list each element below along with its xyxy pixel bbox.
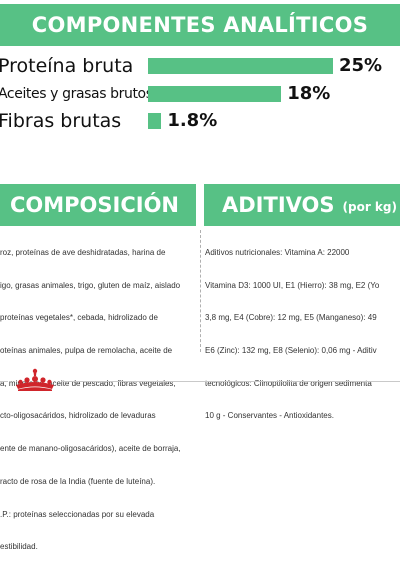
composition-line: racto de rosa de la India (fuente de lut… xyxy=(0,476,156,486)
nutrient-label: Proteína bruta xyxy=(0,55,134,77)
additives-line: 10 g - Conservantes - Antioxidantes. xyxy=(205,411,334,421)
composition-line: igo, grasas animales, trigo, gluten de m… xyxy=(0,280,181,290)
nutrient-value: 18% xyxy=(287,83,331,104)
composition-title: COMPOSICIÓN xyxy=(10,193,179,217)
nutrient-label: Fibras brutas xyxy=(0,110,122,132)
analytical-components-title: COMPONENTES ANALÍTICOS xyxy=(31,13,369,37)
composition-line: proteínas vegetales*, cebada, hidrolizad… xyxy=(0,313,158,323)
composition-line: .P.: proteínas seleccionadas por su elev… xyxy=(0,509,155,519)
nutrient-bar xyxy=(148,86,282,102)
nutrient-value: 1.8% xyxy=(167,110,218,131)
nutrient-bar xyxy=(148,113,162,129)
composition-line: estibilidad. xyxy=(0,542,38,552)
composition-text: roz, proteínas de ave deshidratadas, har… xyxy=(0,226,196,564)
nutrient-label: Aceites y grasas brutos xyxy=(0,86,153,102)
nutrient-value: 25% xyxy=(339,55,383,76)
footer-rule-left xyxy=(0,381,8,382)
composition-line: cto-oligosacáridos, hidrolizado de levad… xyxy=(0,411,156,421)
crown-icon xyxy=(16,368,54,391)
nutrient-row-protein: Proteína bruta 25% xyxy=(0,53,400,79)
additives-text: Aditivos nutricionales: Vitamina A: 2200… xyxy=(205,226,400,433)
analytical-components-banner: COMPONENTES ANALÍTICOS xyxy=(0,4,400,46)
footer-rule xyxy=(62,381,400,382)
additives-line: tecnológicos: Clinoptilolita de origen s… xyxy=(205,378,372,388)
composition-line: roz, proteínas de ave deshidratadas, har… xyxy=(0,247,166,257)
additives-line: Vitamina D3: 1000 UI, E1 (Hierro): 38 mg… xyxy=(205,280,380,290)
column-divider xyxy=(200,230,201,352)
additives-banner: ADITIVOS (por kg) xyxy=(204,184,400,226)
nutrient-bar xyxy=(148,58,333,74)
nutrient-row-fiber: Fibras brutas 1.8% xyxy=(0,108,400,134)
composition-line: oteínas animales, pulpa de remolacha, ac… xyxy=(0,345,173,355)
nutrient-row-fats: Aceites y grasas brutos 18% xyxy=(0,81,400,107)
composition-line: ente de manano-oligosacáridos), aceite d… xyxy=(0,444,181,454)
additives-line: E6 (Zinc): 132 mg, E8 (Selenio): 0,06 mg… xyxy=(205,345,377,355)
additives-title: ADITIVOS xyxy=(222,193,335,217)
additives-line: 3,8 mg, E4 (Cobre): 12 mg, E5 (Manganeso… xyxy=(205,313,377,323)
composition-banner: COMPOSICIÓN xyxy=(0,184,196,226)
additives-unit: (por kg) xyxy=(342,200,397,214)
additives-line: Aditivos nutricionales: Vitamina A: 2200… xyxy=(205,247,350,257)
